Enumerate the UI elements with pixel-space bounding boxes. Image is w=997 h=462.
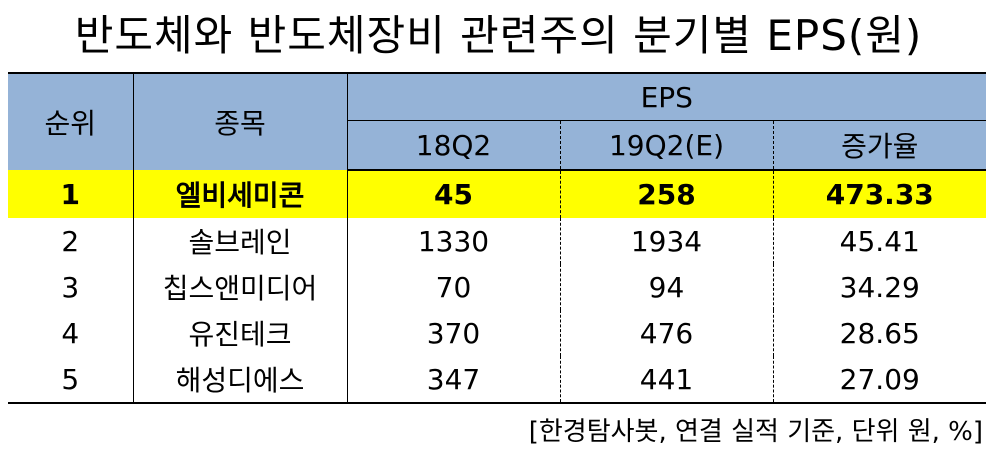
cell-rank: 4 xyxy=(8,310,134,356)
cell-name: 솔브레인 xyxy=(133,218,348,264)
cell-name: 엘비세미콘 xyxy=(133,170,348,218)
cell-q2: 258 xyxy=(560,170,774,218)
cell-rank: 3 xyxy=(8,264,134,310)
header-rate: 증가율 xyxy=(773,120,987,171)
cell-q1: 45 xyxy=(347,170,561,218)
table-row: 3 칩스앤미디어 70 94 34.29 xyxy=(8,264,986,310)
cell-q2: 441 xyxy=(560,356,774,404)
cell-name: 칩스앤미디어 xyxy=(133,264,348,310)
table-row: 2 솔브레인 1330 1934 45.41 xyxy=(8,218,986,264)
header-eps-group: EPS xyxy=(347,72,987,121)
eps-table: 순위 종목 EPS 18Q2 19Q2(E) 증가율 1 엘비세미콘 45 25… xyxy=(8,72,987,404)
cell-name: 유진테크 xyxy=(133,310,348,356)
cell-rate: 473.33 xyxy=(773,170,987,218)
cell-q1: 370 xyxy=(347,310,561,356)
cell-rate: 28.65 xyxy=(839,316,920,350)
cell-rate: 27.09 xyxy=(773,356,987,404)
cell-q2: 1934 xyxy=(560,218,774,264)
page-title: 반도체와 반도체장비 관련주의 분기별 EPS(원) xyxy=(74,11,923,60)
table-row: 5 해성디에스 347 441 27.09 xyxy=(8,356,987,404)
cell-q2: 476 xyxy=(560,310,774,356)
cell-rate: 45.41 xyxy=(839,224,920,258)
header-rank: 순위 xyxy=(8,72,134,170)
cell-q2: 94 xyxy=(560,264,774,310)
table-row-highlighted: 1 엘비세미콘 45 258 473.33 xyxy=(8,170,987,218)
header-name: 종목 xyxy=(133,72,348,170)
cell-rank: 1 xyxy=(8,170,134,218)
cell-q1: 347 xyxy=(347,356,561,404)
header-q2: 19Q2(E) xyxy=(560,120,774,171)
cell-name: 해성디에스 xyxy=(133,356,348,404)
cell-rate: 34.29 xyxy=(839,270,920,304)
cell-q1: 1330 xyxy=(347,218,561,264)
cell-rank: 2 xyxy=(8,218,134,264)
cell-q1: 70 xyxy=(347,264,561,310)
header-q1: 18Q2 xyxy=(347,120,561,171)
source-note: [한경탐사봇, 연결 실적 기준, 단위 원, %] xyxy=(528,417,983,447)
cell-rank: 5 xyxy=(8,356,134,404)
table-row: 4 유진테크 370 476 28.65 xyxy=(8,310,986,356)
